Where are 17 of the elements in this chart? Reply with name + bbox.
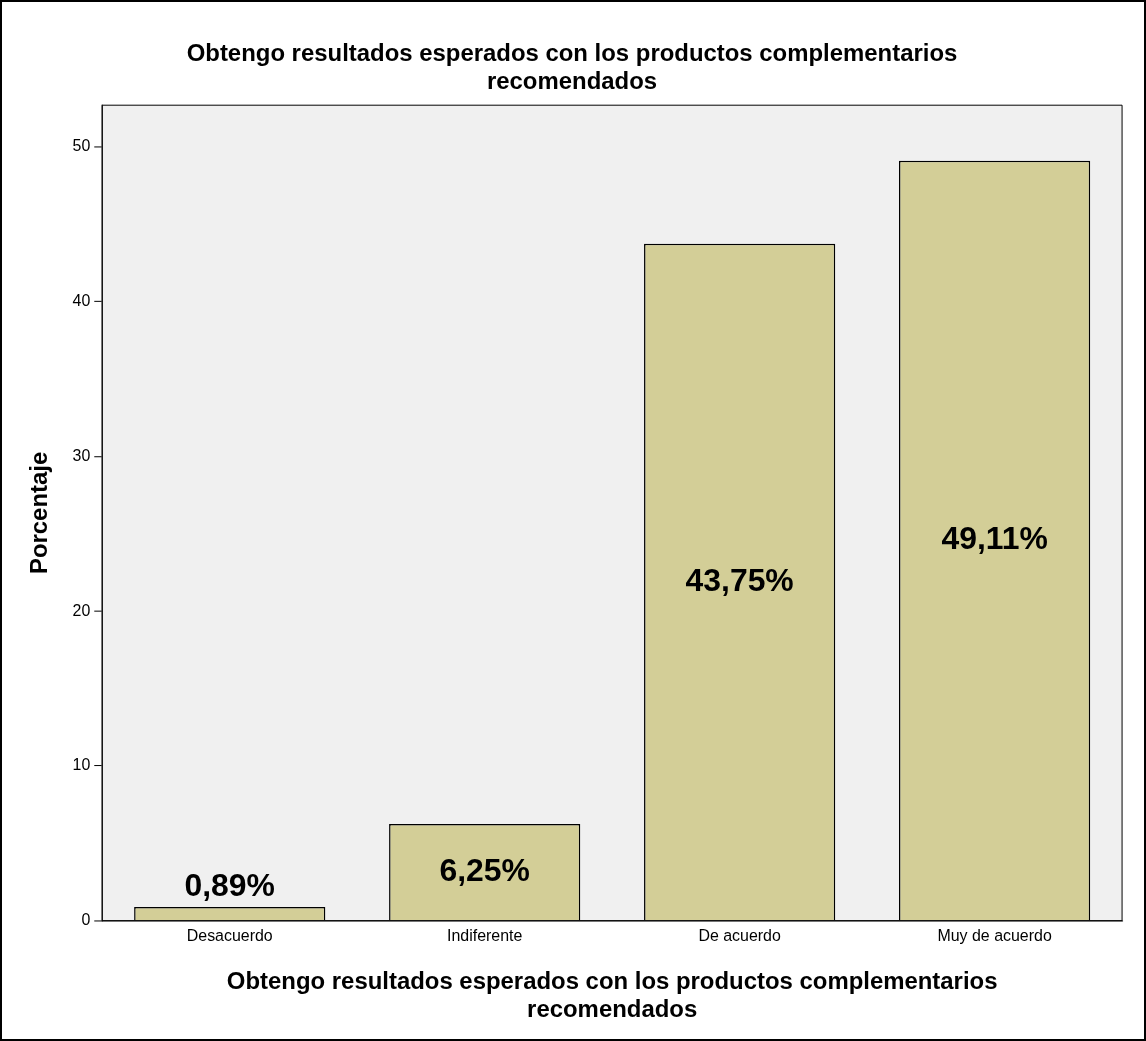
y-tick-label: 10: [72, 756, 91, 774]
x-tick-label: Indiferente: [447, 926, 523, 944]
data-label: 43,75%: [685, 561, 794, 598]
y-axis-title: Porcentaje: [24, 451, 52, 575]
data-label: 0,89%: [184, 866, 275, 903]
x-tick-label: De acuerdo: [698, 926, 781, 944]
x-tick-label: Muy de acuerdo: [937, 926, 1052, 944]
y-tick-label: 30: [72, 446, 91, 464]
y-tick-label: 20: [72, 601, 91, 619]
x-axis-title: Obtengo resultados esperados con los productos complementarios recomendados: [226, 966, 998, 1023]
chart-title: Obtengo resultados esperados con los productos complementarios recomendados: [186, 38, 958, 95]
data-label: 49,11%: [941, 520, 1048, 557]
x-tick-label: Desacuerdo: [186, 926, 273, 944]
y-tick-label: 0: [81, 911, 91, 929]
data-label: 6,25%: [439, 851, 530, 888]
y-tick-label: 40: [72, 292, 91, 310]
y-tick-label: 50: [72, 137, 91, 155]
